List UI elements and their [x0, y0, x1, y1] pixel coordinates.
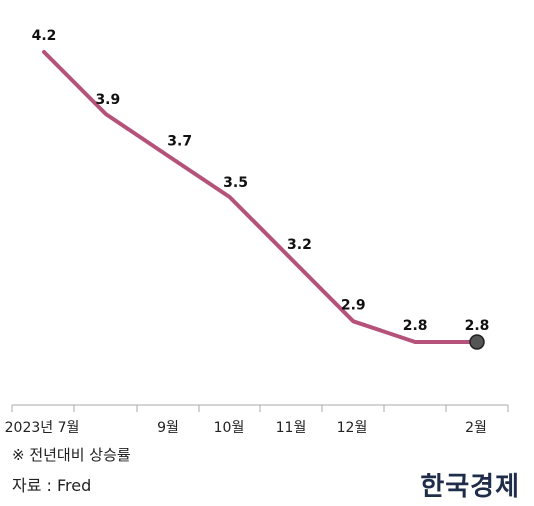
x-tick-label-7: 2월: [465, 420, 487, 436]
footnote: ※ 전년대비 상승률: [12, 446, 131, 464]
data-label-2: 3.7: [167, 134, 192, 150]
x-tick-label-3: 10월: [214, 420, 245, 436]
data-label-6: 2.8: [403, 318, 428, 334]
series-line: [42, 50, 479, 344]
publisher-logo: 한국경제: [420, 472, 520, 502]
x-tick-label-4: 11월: [276, 420, 307, 436]
last-point-marker: [469, 334, 485, 350]
data-label-3: 3.5: [223, 175, 248, 191]
line-chart: 2023년 7월 9월 10월 11월 12월 2월 4.2 3.9 3.7 3.5 3.2 2.9 2…: [5, 28, 509, 436]
data-label-5: 2.9: [341, 297, 366, 313]
data-label-0: 4.2: [32, 28, 57, 44]
data-label-1: 3.9: [95, 92, 120, 108]
source-label: 자료 : Fred: [12, 476, 92, 495]
x-tick-label-2: 9월: [157, 420, 179, 436]
x-tick-label-0: 2023년 7월: [5, 420, 80, 436]
data-label-4: 3.2: [287, 237, 312, 253]
data-label-7: 2.8: [465, 318, 490, 334]
x-tick-label-5: 12월: [337, 420, 368, 436]
